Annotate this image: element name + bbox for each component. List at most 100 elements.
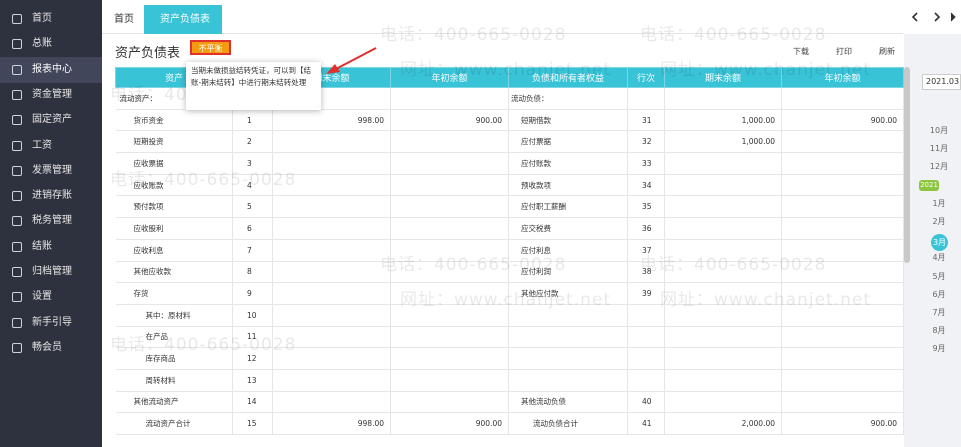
nav-item[interactable]: 进销存账 <box>0 183 102 209</box>
table-cell: 应付利润 <box>508 261 628 284</box>
table-cell <box>781 391 904 414</box>
period-item[interactable]: 3月 <box>931 234 948 252</box>
nav-icon <box>12 39 22 50</box>
nav-label: 资金管理 <box>32 88 72 100</box>
table-cell <box>272 347 391 370</box>
sidebar: 首页总账报表中心资金管理固定资产工资发票管理进销存账税务管理结账归档管理设置 新手… <box>0 0 102 447</box>
arrow <box>326 47 377 74</box>
nav-item[interactable]: 新手引导 <box>0 310 102 336</box>
nav-item[interactable]: 发票管理 <box>0 158 102 184</box>
table-cell: 短期投资 <box>115 130 233 154</box>
table-cell <box>664 152 782 175</box>
nav-icon <box>12 165 22 176</box>
nav-label: 发票管理 <box>32 164 72 176</box>
table-cell <box>390 174 509 197</box>
nav-item[interactable]: 首页 <box>0 6 102 32</box>
table-cell <box>781 261 904 284</box>
nav-label: 归档管理 <box>32 266 72 277</box>
nav-item[interactable]: 设置 <box>0 284 102 310</box>
table-row: 应收账款 4 预收款项 34 <box>115 174 904 197</box>
tab-label: 资产负债表 <box>160 14 210 25</box>
nav-label: 首页 <box>32 13 52 24</box>
nav-item[interactable]: 报表中心 <box>0 56 102 83</box>
nav-icon <box>12 317 22 328</box>
period-item[interactable]: 6月 <box>932 289 946 299</box>
period-item[interactable]: 11月 <box>929 144 949 154</box>
period-item[interactable]: 9月 <box>932 344 946 354</box>
nav-item[interactable]: 结账 <box>0 234 102 260</box>
period-item[interactable]: 12月 <box>929 162 949 172</box>
action-button[interactable]: 下载 <box>793 47 809 56</box>
nav-icon <box>12 241 22 252</box>
table-cell: 应付票据 <box>508 130 628 154</box>
table-cell <box>664 195 782 219</box>
nav-label: 税务管理 <box>32 215 72 227</box>
table-cell: 10 <box>232 304 273 327</box>
column-header: 负债和所有者权益 <box>508 67 628 88</box>
table-cell: 40 <box>627 391 665 414</box>
table-cell <box>627 326 665 349</box>
table-cell <box>664 347 782 370</box>
nav-item[interactable]: 工资 <box>0 133 102 159</box>
table-cell: 14 <box>232 391 273 414</box>
nav-item[interactable]: 总账 <box>0 31 102 57</box>
period-item[interactable]: 8月 <box>932 326 946 336</box>
status-badge[interactable]: 不平衡 <box>190 40 231 55</box>
nav-item[interactable]: 固定资产 <box>0 107 102 133</box>
table-cell: 41 <box>627 412 665 435</box>
table-cell: 900.00 <box>781 109 904 132</box>
table-cell: 其他流动资产 <box>115 391 233 414</box>
nav-label: 总账 <box>32 38 52 50</box>
table-cell: 8 <box>232 261 273 284</box>
table-cell <box>272 130 391 154</box>
nav-label: 进销存账 <box>32 190 72 202</box>
table-cell: 34 <box>627 174 665 197</box>
period-item[interactable]: 1月 <box>932 198 946 208</box>
nav-item[interactable]: 资金管理 <box>0 82 102 108</box>
table-row: 库存商品 12 <box>115 347 904 370</box>
table-cell: 11 <box>232 326 273 349</box>
nav-label: 报表中心 <box>32 63 72 75</box>
scrollbar[interactable] <box>904 67 910 263</box>
table-cell: 其他流动负债 <box>508 391 628 414</box>
period-list: 10月 11月 12月 2021 1月 2月 3月 4月 5月 6月 7月 8月 9月 <box>917 70 961 360</box>
nav-icon <box>12 115 22 126</box>
nav-label: 工资 <box>32 139 52 151</box>
nav-item[interactable]: 税务管理 <box>0 208 102 234</box>
period-item[interactable]: 5月 <box>932 271 946 281</box>
tab[interactable]: 资产负债表× <box>144 5 222 53</box>
nav-item[interactable]: 归档管理 <box>0 259 102 285</box>
table-cell <box>272 195 391 219</box>
period-item[interactable]: 4月 <box>932 253 946 263</box>
table-cell <box>781 152 904 175</box>
table-cell <box>627 347 665 370</box>
period-item[interactable]: 7月 <box>932 308 946 317</box>
table-cell <box>390 195 509 219</box>
action-button[interactable]: 打印 <box>836 47 852 56</box>
table-cell: 37 <box>627 239 665 262</box>
table-cell <box>627 369 665 392</box>
nav-icon <box>12 216 22 227</box>
column-header: 行次 <box>627 67 665 88</box>
table-cell: 应交税费 <box>508 217 628 240</box>
nav-arrows[interactable] <box>903 0 961 34</box>
action-button[interactable]: 刷新 <box>879 47 895 56</box>
nav-item[interactable]: 畅会员 <box>0 335 102 361</box>
table-cell: 1,000.00 <box>664 109 782 132</box>
table-cell <box>272 304 391 327</box>
table-cell: 7 <box>232 239 273 262</box>
table-row: 其他流动资产 14 其他流动负债 40 <box>115 391 904 414</box>
period-item[interactable]: 10月 <box>929 126 949 135</box>
table-cell <box>390 130 509 154</box>
table-cell <box>781 195 904 219</box>
table-row: 其中：原材料 10 <box>115 304 904 327</box>
period-item[interactable]: 2月 <box>932 217 946 226</box>
table-cell: 短期借款 <box>508 109 628 132</box>
table-cell: 900.00 <box>781 412 904 435</box>
table-cell: 13 <box>232 369 273 392</box>
table-cell <box>664 369 782 392</box>
period-item[interactable]: 2021 <box>919 179 939 191</box>
table-cell <box>781 239 904 262</box>
tab[interactable]: 首页 <box>114 14 134 25</box>
